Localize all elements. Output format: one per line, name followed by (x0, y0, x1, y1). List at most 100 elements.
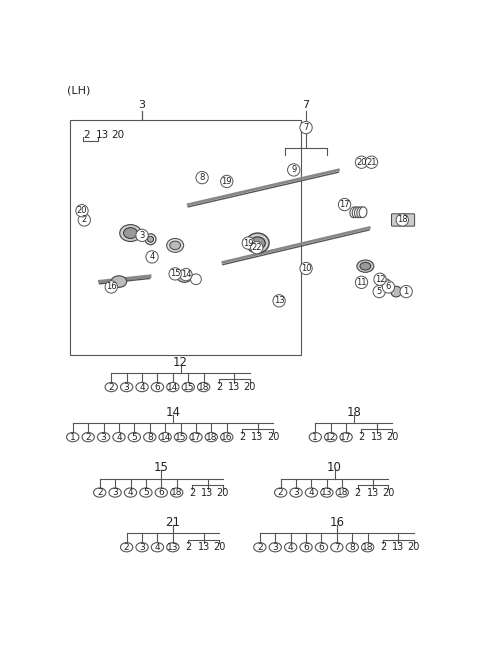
Text: 18: 18 (397, 216, 408, 224)
Text: 20: 20 (77, 206, 87, 215)
Text: 13: 13 (392, 542, 405, 552)
Ellipse shape (67, 432, 79, 442)
Ellipse shape (352, 207, 360, 218)
Ellipse shape (82, 432, 94, 442)
Circle shape (196, 171, 208, 183)
Text: 12: 12 (325, 433, 336, 442)
Circle shape (146, 251, 158, 263)
Text: 20: 20 (213, 542, 225, 552)
Text: 8: 8 (147, 433, 153, 442)
Ellipse shape (305, 488, 318, 497)
Ellipse shape (128, 432, 141, 442)
Ellipse shape (350, 207, 358, 218)
Text: 11: 11 (356, 278, 367, 287)
Ellipse shape (336, 488, 348, 497)
Text: 3: 3 (293, 488, 299, 497)
Ellipse shape (254, 543, 266, 552)
Ellipse shape (136, 543, 148, 552)
Text: 6: 6 (303, 543, 309, 552)
Text: 6: 6 (319, 543, 324, 552)
Text: 2: 2 (380, 542, 386, 552)
Text: 13: 13 (228, 382, 240, 392)
Ellipse shape (140, 488, 152, 497)
Ellipse shape (167, 238, 184, 253)
Ellipse shape (120, 382, 133, 391)
Text: 6: 6 (386, 282, 391, 291)
Text: 7: 7 (302, 100, 310, 110)
Ellipse shape (300, 543, 312, 552)
Text: 3: 3 (101, 433, 107, 442)
Ellipse shape (346, 543, 359, 552)
Text: 20: 20 (267, 432, 279, 442)
Ellipse shape (97, 432, 110, 442)
Circle shape (300, 121, 312, 134)
Ellipse shape (159, 432, 171, 442)
Text: 13: 13 (198, 542, 210, 552)
Text: 21: 21 (366, 158, 377, 167)
Text: 9: 9 (291, 165, 296, 174)
Circle shape (338, 198, 351, 211)
Text: 3: 3 (272, 543, 278, 552)
Text: 4: 4 (309, 488, 314, 497)
Text: 13: 13 (321, 488, 333, 497)
Text: 5: 5 (377, 287, 382, 296)
Text: 2: 2 (216, 382, 222, 392)
Text: 20: 20 (111, 130, 124, 140)
Text: 13: 13 (167, 543, 179, 552)
Circle shape (242, 237, 254, 249)
Text: 13: 13 (274, 297, 285, 306)
Text: 13: 13 (96, 130, 109, 140)
Text: (LH): (LH) (67, 85, 91, 95)
Text: 22: 22 (252, 243, 262, 252)
Circle shape (147, 236, 154, 242)
Text: 18: 18 (347, 406, 361, 419)
Circle shape (191, 274, 201, 285)
Ellipse shape (151, 382, 164, 391)
Text: 20: 20 (216, 488, 229, 497)
Text: 4: 4 (155, 543, 160, 552)
Circle shape (288, 163, 300, 176)
Ellipse shape (174, 432, 187, 442)
Circle shape (365, 156, 378, 169)
Text: 16: 16 (221, 433, 232, 442)
Text: 2: 2 (97, 488, 103, 497)
Text: 17: 17 (340, 433, 352, 442)
FancyBboxPatch shape (392, 214, 415, 226)
Text: 10: 10 (301, 264, 312, 273)
Ellipse shape (205, 432, 217, 442)
Text: 13: 13 (367, 488, 379, 497)
Text: 4: 4 (288, 543, 293, 552)
Text: 4: 4 (139, 382, 145, 391)
Ellipse shape (355, 207, 362, 218)
Text: 6: 6 (155, 382, 160, 391)
Text: 3: 3 (112, 488, 118, 497)
Text: 15: 15 (175, 433, 186, 442)
Ellipse shape (182, 382, 194, 391)
Text: 14: 14 (159, 433, 171, 442)
Circle shape (105, 281, 118, 293)
Ellipse shape (361, 543, 374, 552)
Circle shape (251, 242, 263, 254)
Text: 2: 2 (124, 543, 130, 552)
Ellipse shape (105, 382, 118, 391)
Text: 2: 2 (83, 130, 89, 140)
Text: 14: 14 (165, 406, 180, 419)
Circle shape (300, 262, 312, 275)
Text: 4: 4 (116, 433, 122, 442)
Text: 21: 21 (165, 516, 180, 529)
Circle shape (400, 286, 412, 298)
Bar (71, 120, 301, 355)
Text: 17: 17 (339, 200, 350, 209)
Text: 18: 18 (205, 433, 217, 442)
Text: 2: 2 (355, 488, 361, 497)
Text: 13: 13 (202, 488, 214, 497)
Text: 20: 20 (386, 432, 398, 442)
Text: 2: 2 (257, 543, 263, 552)
Ellipse shape (123, 227, 137, 238)
Ellipse shape (290, 488, 302, 497)
Ellipse shape (340, 432, 352, 442)
Ellipse shape (155, 488, 168, 497)
Ellipse shape (120, 543, 133, 552)
Circle shape (76, 205, 88, 217)
Circle shape (382, 281, 395, 293)
